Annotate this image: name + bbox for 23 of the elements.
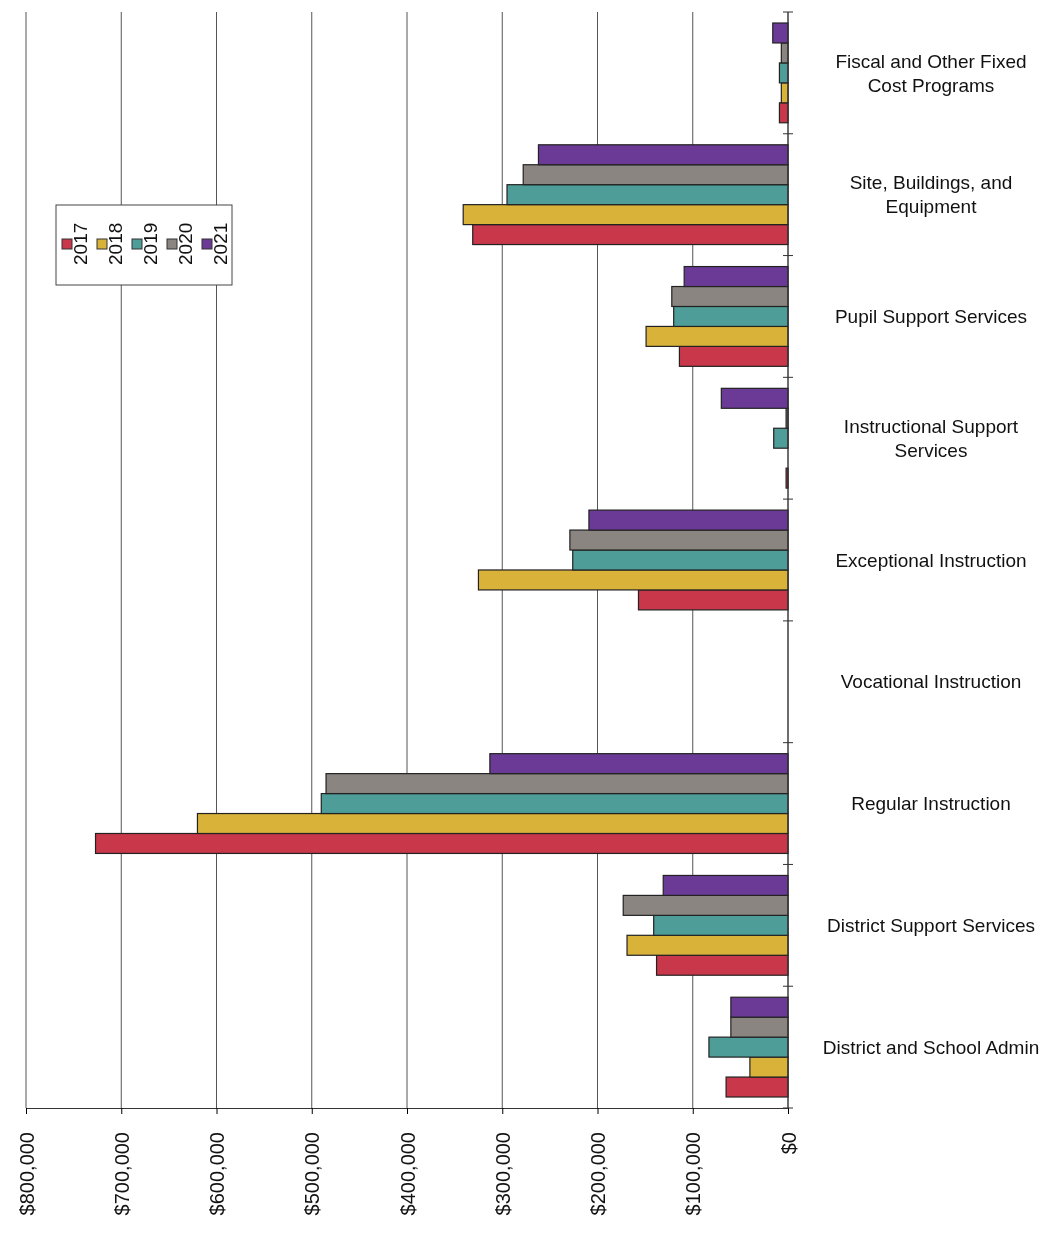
y-tick-label: District and School Admin bbox=[822, 1036, 1040, 1058]
legend-label: 2017 bbox=[70, 222, 91, 265]
x-tick-label: $100,000 bbox=[682, 1132, 705, 1216]
y-tick-label: Instructional Support Services bbox=[843, 415, 1019, 461]
y-tick-label: Vocational Instruction bbox=[840, 671, 1022, 693]
legend-label: 2021 bbox=[210, 222, 231, 265]
x-tick-label: $600,000 bbox=[206, 1132, 228, 1216]
legend-label: 2020 bbox=[175, 222, 196, 265]
x-tick-label: $0 bbox=[777, 1132, 800, 1155]
y-tick-label: District Support Services bbox=[826, 914, 1036, 936]
x-tick-label: $500,000 bbox=[301, 1132, 324, 1216]
x-tick-label: $300,000 bbox=[491, 1132, 514, 1216]
y-tick-label: Exceptional Instruction bbox=[835, 549, 1027, 571]
y-tick-label: Regular Instruction bbox=[851, 793, 1011, 815]
legend-label: 2018 bbox=[105, 222, 126, 265]
y-tick-label: Pupil Support Services bbox=[834, 306, 1028, 328]
legend-label: 2019 bbox=[140, 222, 161, 265]
x-tick-label: $400,000 bbox=[396, 1132, 419, 1216]
x-tick-label: $700,000 bbox=[110, 1132, 133, 1216]
x-tick-label: $800,000 bbox=[15, 1132, 38, 1216]
y-tick-label: Site, Buildings, and Equipment bbox=[849, 172, 1013, 218]
y-tick-label: Fiscal and Other Fixed Cost Programs bbox=[835, 50, 1027, 96]
x-tick-label: $200,000 bbox=[587, 1132, 609, 1216]
